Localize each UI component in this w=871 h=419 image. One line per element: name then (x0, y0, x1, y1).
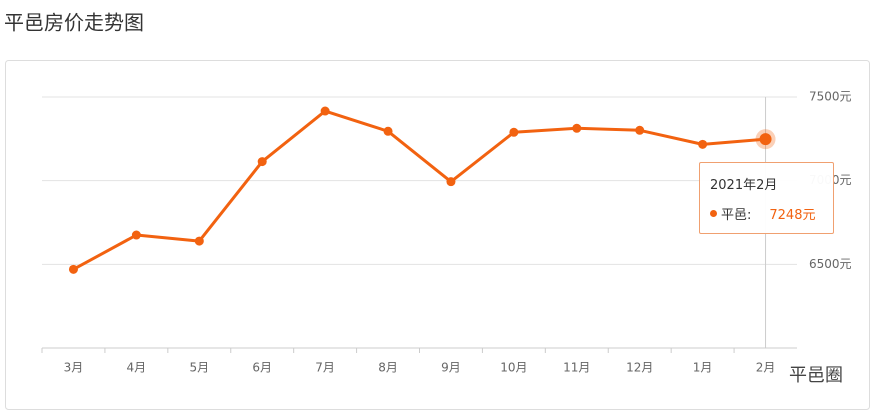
tooltip-title: 2021年2月 (710, 178, 778, 193)
tooltip-row: 平邑: 7248元 (710, 204, 815, 223)
point (446, 177, 456, 187)
point (759, 133, 772, 146)
tooltip-value: 7248元 (769, 208, 816, 223)
point (68, 264, 78, 274)
point (383, 126, 393, 136)
tooltip-series: 平邑: (721, 208, 752, 223)
x-tick-label: 9月 (441, 361, 461, 375)
x-tick-label: 7月 (315, 361, 335, 375)
x-tick-label: 12月 (626, 361, 653, 375)
x-tick-label: 5月 (189, 361, 209, 375)
x-tick-label: 8月 (378, 361, 398, 375)
line (72, 109, 766, 271)
tooltip: 2021年2月 平邑: 7248元 (699, 162, 834, 234)
x-tick-label: 10月 (500, 361, 527, 375)
x-tick-label: 2月 (756, 361, 776, 375)
panel (5, 60, 870, 410)
x-tick-label: 3月 (64, 361, 84, 375)
point (131, 230, 141, 240)
x-tick-label: 4月 (127, 361, 147, 375)
point (257, 157, 267, 167)
chart-title: 平邑房价走势图 (4, 11, 144, 35)
point (320, 106, 330, 116)
x-tick-label: 1月 (693, 361, 713, 375)
point (572, 123, 582, 133)
point (509, 127, 519, 137)
y-tick-label: 7500元 (809, 90, 852, 104)
x-tick-label: 6月 (252, 361, 272, 375)
y-tick-label: 6500元 (809, 257, 852, 271)
point (698, 139, 708, 149)
point (194, 236, 204, 246)
watermark: 平邑圈 (789, 365, 843, 386)
point (635, 125, 645, 135)
x-tick-label: 11月 (563, 361, 590, 375)
tooltip-dot (710, 210, 717, 217)
